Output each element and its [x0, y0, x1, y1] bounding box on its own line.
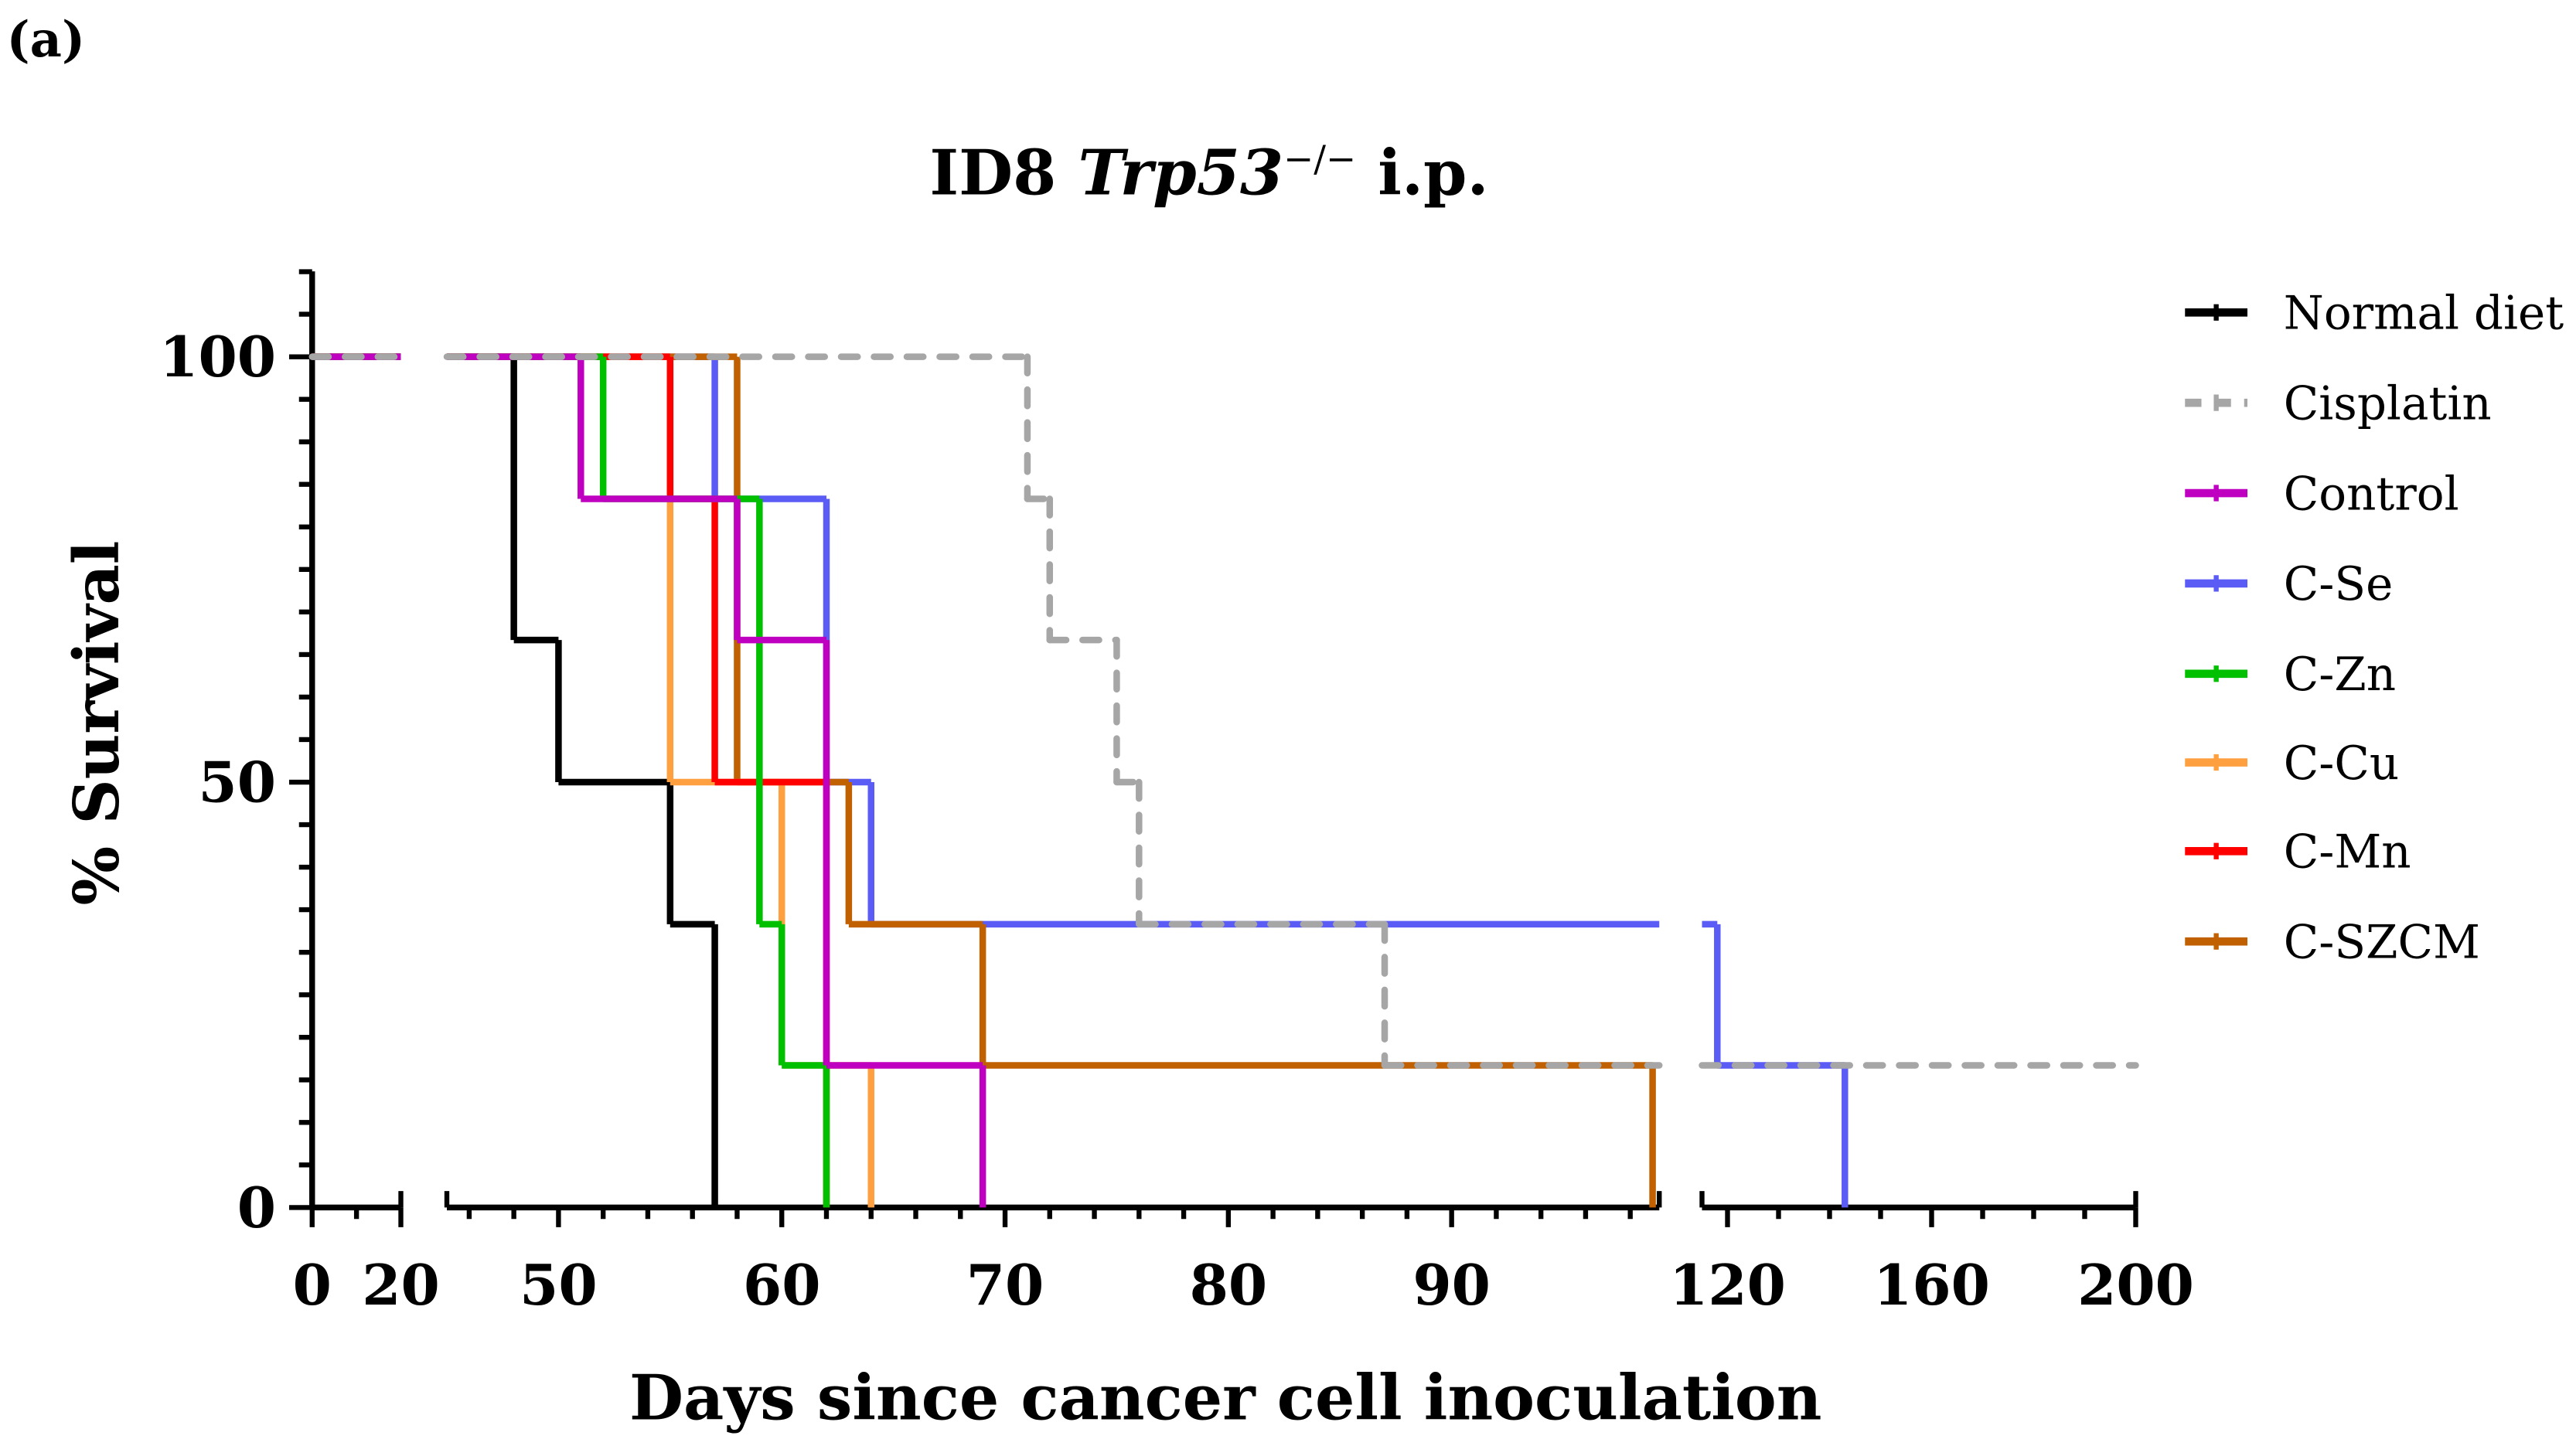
- survival-curves: [308, 353, 2139, 1208]
- title-superscript: −/−: [1283, 139, 1356, 181]
- x-tick-label: 160: [1873, 1253, 1990, 1318]
- curve-cisplatin: [308, 353, 2139, 1069]
- y-tick-label: 100: [159, 325, 276, 390]
- legend-label: C-SZCM: [2284, 916, 2480, 969]
- curve-normal-diet: [312, 353, 718, 1208]
- x-tick-label: 70: [966, 1253, 1044, 1318]
- x-tick-label: 200: [2077, 1253, 2194, 1318]
- x-tick-label: 20: [362, 1253, 440, 1318]
- legend-label: Cisplatin: [2284, 377, 2492, 430]
- panel-label: (a): [7, 11, 86, 69]
- axes: 0 50 100 0 20 50 60 70 80 90 120 160 200: [159, 269, 2194, 1318]
- x-tick-label: 60: [743, 1253, 821, 1318]
- y-tick-label: 0: [237, 1176, 276, 1241]
- x-tick-label: 120: [1669, 1253, 1786, 1318]
- x-tick-label: 0: [293, 1253, 332, 1318]
- y-axis-label: % Survival: [60, 541, 134, 906]
- title-gene: Trp53: [1078, 136, 1283, 209]
- legend-label: C-Se: [2284, 558, 2394, 611]
- legend-label: C-Cu: [2284, 737, 2399, 791]
- x-axis-label: Days since cancer cell inoculation: [629, 1362, 1821, 1435]
- x-tick-label: 90: [1412, 1253, 1491, 1318]
- x-tick-label: 80: [1190, 1253, 1268, 1318]
- legend-label: Control: [2284, 468, 2459, 521]
- curve-c-se: [312, 353, 1849, 1208]
- legend-label: C-Mn: [2284, 826, 2411, 880]
- chart-title: ID8 Trp53−/− i.p.: [929, 136, 1488, 209]
- legend: Normal diet Cisplatin Control C-Se C-Zn C-Cu C…: [2185, 287, 2564, 969]
- y-tick-label: 50: [198, 750, 276, 816]
- x-tick-label: 50: [520, 1253, 598, 1318]
- legend-label: C-Zn: [2284, 648, 2396, 702]
- title-prefix: ID8: [929, 136, 1078, 209]
- title-suffix: i.p.: [1356, 136, 1488, 209]
- legend-label: Normal diet: [2284, 287, 2564, 341]
